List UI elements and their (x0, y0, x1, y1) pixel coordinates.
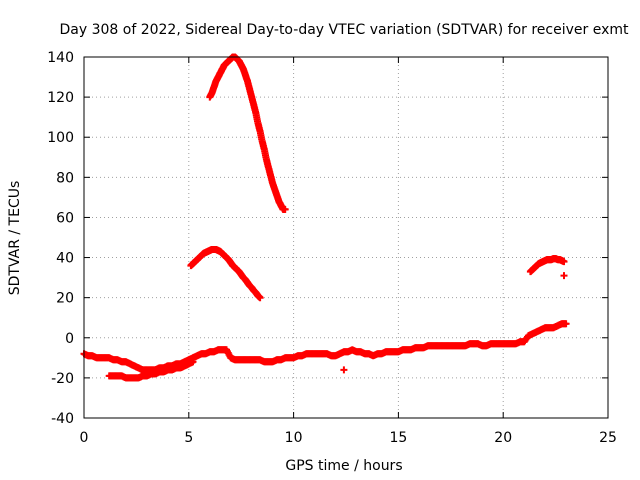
point-baseline (562, 320, 570, 328)
x-axis-label: GPS time / hours (285, 458, 402, 474)
y-tick-label: 20 (56, 291, 74, 307)
x-tick-label: 15 (389, 430, 407, 446)
grid-lines (84, 57, 608, 418)
point-outlier (340, 366, 348, 374)
y-tick-label: 100 (47, 130, 74, 146)
y-tick-label: 40 (56, 251, 74, 267)
point-arc-high (281, 205, 289, 213)
y-tick-label: 120 (47, 90, 74, 106)
point-arc-late (560, 272, 568, 280)
x-tick-label: 25 (599, 430, 617, 446)
x-tick-label: 0 (80, 430, 89, 446)
point-arc-mid (256, 294, 264, 302)
y-tick-label: -20 (51, 371, 74, 387)
x-tick-label: 5 (184, 430, 193, 446)
y-tick-label: 140 (47, 50, 74, 66)
y-tick-label: 60 (56, 210, 74, 226)
chart-title: Day 308 of 2022, Sidereal Day-to-day VTE… (60, 22, 630, 38)
y-tick-label: -40 (51, 411, 74, 427)
plot-frame (83, 56, 609, 419)
point-arc-late (560, 258, 568, 266)
x-tick-label: 10 (285, 430, 303, 446)
x-tick-label: 20 (494, 430, 512, 446)
y-axis-label: SDTVAR / TECUs (7, 181, 23, 296)
point-lower-branch (189, 358, 197, 366)
axis-ticks: 0 5 10 15 20 25 -40 -20 0 20 40 60 80 100 120 140 (47, 50, 617, 446)
y-tick-label: 0 (65, 331, 74, 347)
y-tick-label: 80 (56, 170, 74, 186)
